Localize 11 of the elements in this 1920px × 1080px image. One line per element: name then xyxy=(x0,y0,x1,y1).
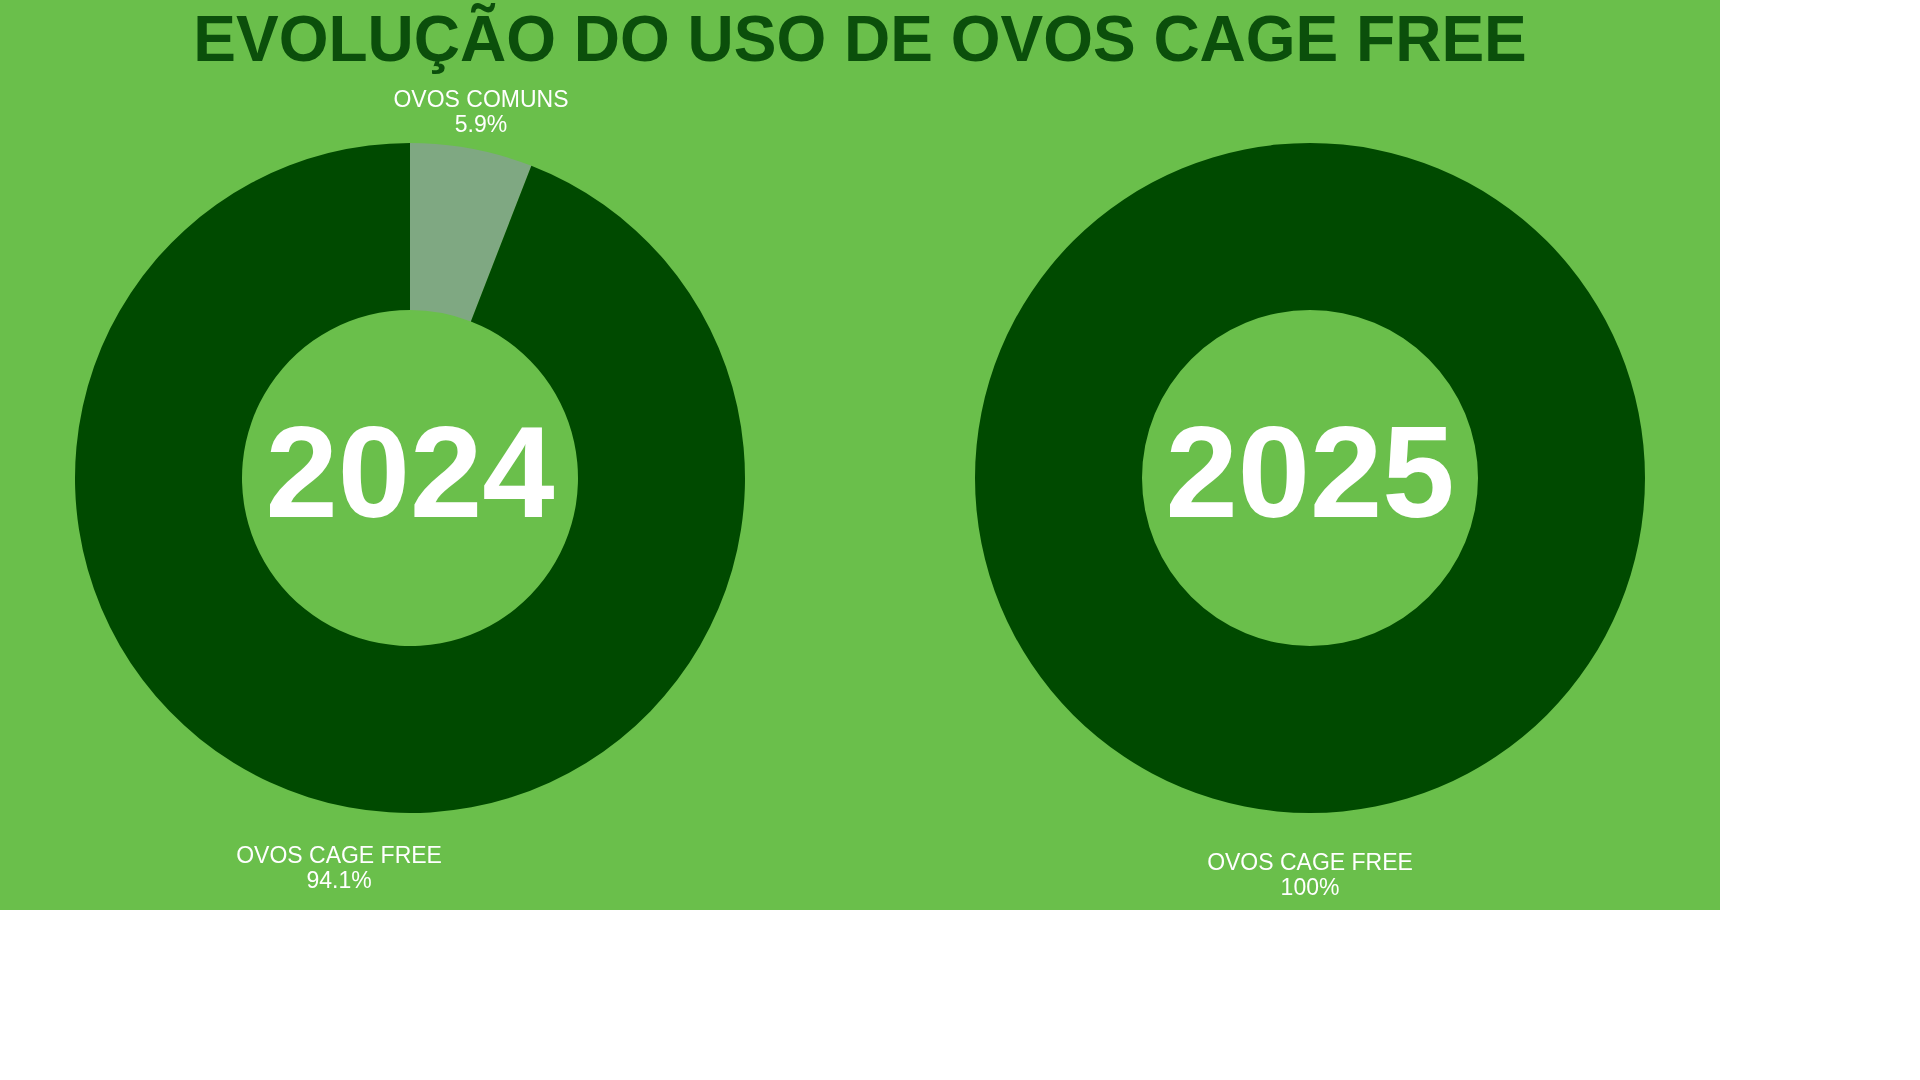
data-label: 5.9% xyxy=(454,110,508,137)
data-label: 94.1% xyxy=(306,867,372,894)
chart-title: EVOLUÇÃO DO USO DE OVOS CAGE FREE xyxy=(193,3,1527,75)
slice-label: OVOS CAGE FREE xyxy=(1207,849,1413,875)
donut-slice xyxy=(410,143,532,322)
data-label: 100% xyxy=(1280,874,1340,900)
text: 2024 xyxy=(265,399,555,545)
slice-label: OVOS CAGE FREE xyxy=(236,842,442,869)
text: 2025 xyxy=(1165,399,1455,545)
slice-label: OVOS COMUNS xyxy=(393,85,569,112)
donut-slice xyxy=(75,143,745,813)
